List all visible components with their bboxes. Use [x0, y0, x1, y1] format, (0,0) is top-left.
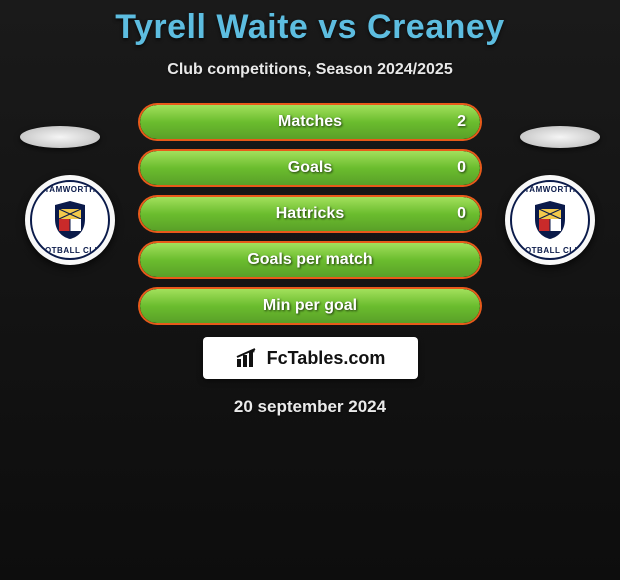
stat-value-right: 2: [457, 113, 466, 131]
stat-label: Min per goal: [140, 297, 480, 315]
stat-label: Goals per match: [140, 251, 480, 269]
crest-inner: TAMWORTH FOOTBALL CLUB: [510, 180, 590, 260]
crest-text-bottom: FOOTBALL CLUB: [32, 246, 108, 255]
crest-inner: TAMWORTH FOOTBALL CLUB: [30, 180, 110, 260]
comparison-title: Tyrell Waite vs Creaney: [0, 0, 620, 47]
stat-value-right: 0: [457, 205, 466, 223]
shield-icon: [531, 199, 569, 241]
stat-value-right: 0: [457, 159, 466, 177]
stat-row: Hattricks 0: [140, 197, 480, 231]
club-crest-left: TAMWORTH FOOTBALL CLUB: [25, 175, 115, 265]
stat-row: Goals 0: [140, 151, 480, 185]
stat-row: Matches 2: [140, 105, 480, 139]
comparison-date: 20 september 2024: [0, 397, 620, 417]
bars-icon: [235, 347, 261, 369]
stat-label: Matches: [140, 113, 480, 131]
shield-icon: [51, 199, 89, 241]
stat-label: Goals: [140, 159, 480, 177]
stat-label: Hattricks: [140, 205, 480, 223]
brand-name: FcTables.com: [267, 348, 386, 369]
player-portrait-left: [20, 126, 100, 148]
stat-row: Min per goal: [140, 289, 480, 323]
crest-text-bottom: FOOTBALL CLUB: [512, 246, 588, 255]
player-portrait-right: [520, 126, 600, 148]
comparison-subtitle: Club competitions, Season 2024/2025: [0, 61, 620, 79]
brand-box: FcTables.com: [203, 337, 418, 379]
stats-container: Matches 2 Goals 0 Hattricks 0 Goals per …: [140, 105, 480, 323]
club-crest-right: TAMWORTH FOOTBALL CLUB: [505, 175, 595, 265]
crest-text-top: TAMWORTH: [512, 185, 588, 194]
crest-text-top: TAMWORTH: [32, 185, 108, 194]
stat-row: Goals per match: [140, 243, 480, 277]
